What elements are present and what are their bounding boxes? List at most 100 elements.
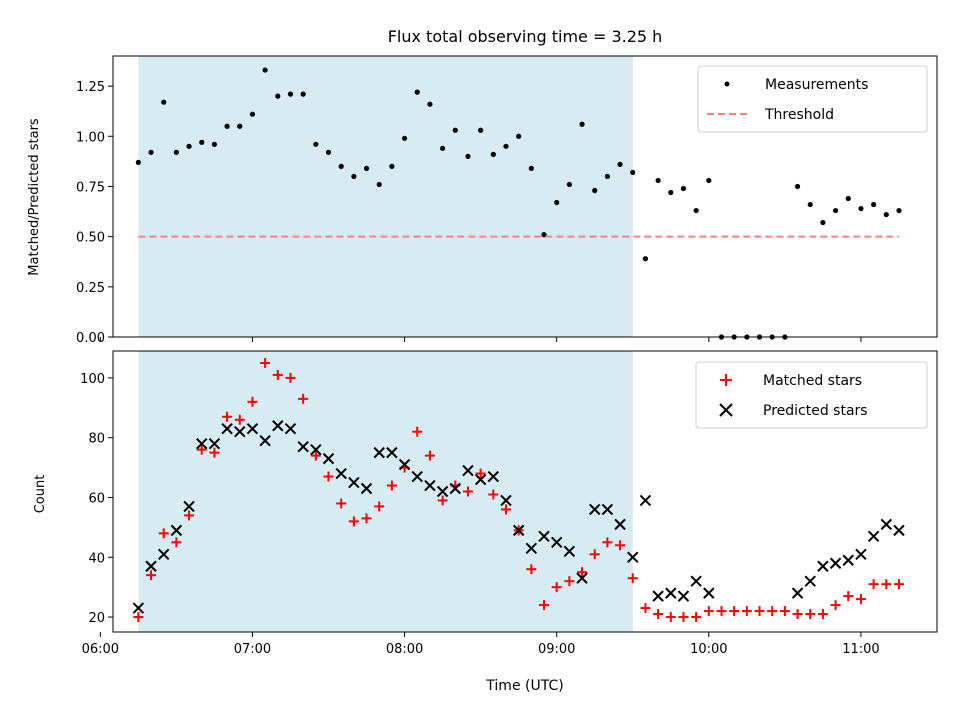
matched-stars-point [602, 537, 613, 548]
predicted-stars-point [677, 590, 690, 602]
predicted-stars-point [538, 530, 550, 543]
bottom-ytick-label: 100 [80, 372, 105, 387]
matched-stars-point [729, 606, 740, 617]
legend-matched-marker [720, 374, 732, 386]
measurements-point [706, 177, 712, 184]
measurements-point [604, 173, 611, 180]
measurements-point [668, 189, 674, 196]
measurements-point [655, 177, 661, 184]
measurements-point [680, 185, 687, 192]
legend-measurements-label: Measurements [765, 77, 868, 93]
predicted-stars-point [132, 602, 145, 614]
top-observing-window-shade [138, 56, 633, 337]
top-ytick-label: 0.25 [76, 281, 105, 296]
predicted-stars-point [208, 437, 221, 450]
matched-stars-point [500, 504, 511, 515]
measurements-point [161, 99, 167, 105]
measurements-point [807, 201, 813, 208]
measurements-point [693, 207, 699, 214]
predicted-stars-point [487, 470, 500, 483]
measurements-point [617, 161, 623, 167]
measurements-point [414, 89, 420, 95]
measurements-point [338, 163, 344, 169]
top-ytick-label: 0.00 [76, 331, 105, 346]
matched-stars-point [361, 513, 372, 524]
matched-stars-point [386, 480, 397, 491]
predicted-stars-point [335, 467, 347, 480]
legend-predicted-marker [719, 403, 733, 417]
matched-stars-point [830, 600, 841, 611]
matched-stars-point [703, 606, 714, 617]
predicted-stars-point [259, 434, 271, 447]
top-ytick-label: 0.50 [76, 231, 105, 246]
bottom-ytick-label: 40 [88, 551, 105, 566]
predicted-stars-point [183, 500, 195, 513]
measurements-point [376, 181, 382, 188]
bottom-ytick-label: 20 [88, 611, 105, 626]
predicted-stars-point [880, 518, 892, 531]
measurements-point [135, 159, 141, 165]
matched-stars-point [627, 573, 638, 584]
bottom-ytick-label: 80 [88, 432, 105, 447]
measurements-point [566, 181, 572, 188]
bottom-axis-ticks: 20 40 60 80 100 06:00 07:00 08:00 09:00 10:00 11:0… [80, 372, 880, 657]
measurements-point [820, 219, 826, 226]
matched-stars-point [716, 606, 727, 617]
top-y-axis-label: Matched/Predicted stars [27, 118, 42, 276]
legend-measurements-marker [724, 81, 730, 87]
measurements-point [249, 111, 256, 117]
measurements-point [503, 143, 509, 149]
measurements-point [211, 141, 218, 147]
predicted-stars-point [322, 452, 335, 465]
measurements-point [313, 141, 319, 147]
predicted-stars-point [145, 560, 157, 572]
top-panel: 0.00 0.25 0.50 0.75 1.00 1.25 Flux total obse… [27, 27, 938, 346]
predicted-stars-point [639, 494, 652, 507]
predicted-stars-point [246, 423, 259, 435]
xtick-label: 10:00 [690, 642, 727, 657]
measurements-point [832, 207, 839, 214]
top-legend-box [697, 65, 928, 133]
matched-stars-point [526, 564, 537, 575]
xtick-label: 07:00 [234, 642, 271, 657]
predicted-stars-point [614, 518, 626, 531]
predicted-stars-point [829, 557, 842, 569]
measurements-point [300, 91, 306, 97]
predicted-stars-point [601, 503, 614, 516]
measurements-point [325, 149, 332, 155]
measurements-point [579, 121, 585, 127]
legend-threshold-label: Threshold [764, 107, 834, 123]
bottom-panel: 20 40 60 80 100 06:00 07:00 08:00 09:00 10:00 11:0… [33, 350, 938, 694]
matched-stars-point [323, 471, 334, 482]
matched-stars-point [260, 357, 271, 368]
measurements-point [199, 139, 205, 145]
measurements-point [528, 165, 534, 171]
top-chart-title: Flux total observing time = 3.25 h [388, 27, 663, 46]
predicted-stars-point [893, 524, 905, 537]
matched-stars-point [437, 495, 448, 506]
predicted-stars-point [234, 426, 246, 438]
predicted-stars-point [462, 464, 474, 477]
matched-stars-point [539, 600, 550, 611]
measurements-point [237, 123, 243, 129]
matched-stars-point [196, 444, 207, 455]
matched-stars-point [678, 612, 689, 623]
matched-stars-point [564, 576, 575, 587]
measurements-point [440, 145, 446, 151]
matched-stars-point [653, 609, 664, 620]
top-ytick-label: 0.75 [76, 180, 105, 195]
matched-stars-point [741, 606, 752, 617]
measurements-point [148, 149, 154, 155]
predicted-stars-point [855, 548, 867, 560]
measurements-point [173, 149, 179, 155]
predicted-stars-point [817, 560, 829, 572]
bottom-observing-window-shade [138, 351, 633, 632]
measurements-point [516, 133, 522, 139]
matched-stars-point [843, 591, 854, 602]
predicted-stars-point [525, 542, 538, 555]
matched-stars-point [589, 549, 600, 560]
matched-stars-point [855, 594, 866, 605]
predicted-stars-point [512, 524, 525, 537]
predicted-stars-point [563, 545, 576, 557]
